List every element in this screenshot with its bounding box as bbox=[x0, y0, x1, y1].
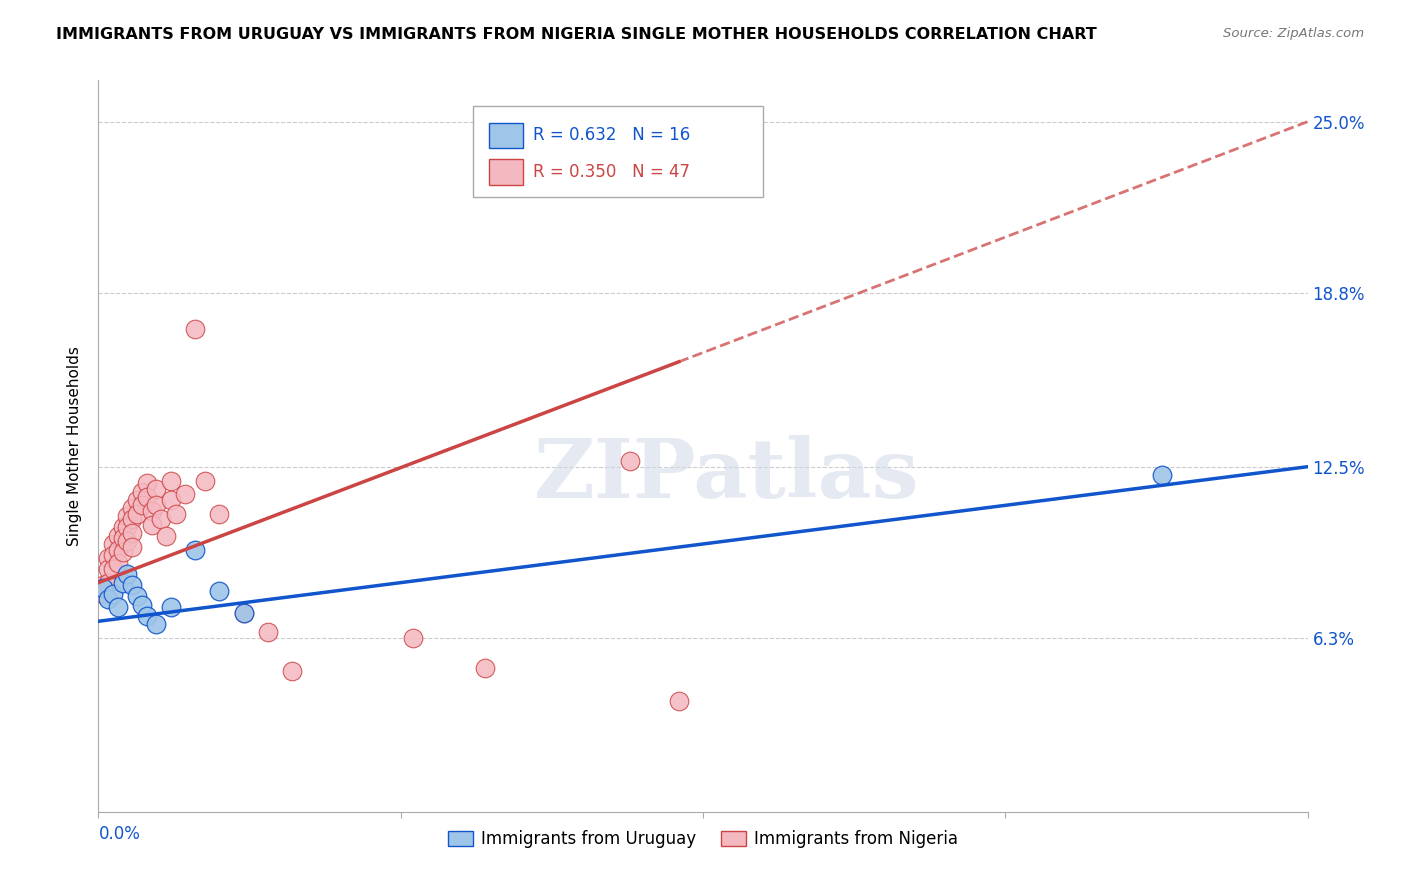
Point bbox=[107, 529, 129, 543]
Point bbox=[135, 490, 157, 504]
Point bbox=[111, 520, 134, 534]
FancyBboxPatch shape bbox=[489, 160, 523, 185]
Point bbox=[117, 509, 139, 524]
Point bbox=[135, 476, 157, 491]
Point bbox=[208, 507, 231, 521]
Point bbox=[141, 504, 163, 518]
Point bbox=[127, 507, 149, 521]
Point bbox=[145, 499, 167, 513]
Point bbox=[101, 587, 124, 601]
FancyBboxPatch shape bbox=[474, 106, 763, 197]
Point bbox=[97, 550, 120, 565]
Point bbox=[160, 492, 183, 507]
Point bbox=[121, 501, 143, 516]
Text: ZIPatlas: ZIPatlas bbox=[534, 435, 920, 516]
Point bbox=[184, 321, 207, 335]
Point bbox=[668, 694, 690, 708]
Point bbox=[131, 598, 153, 612]
Point bbox=[232, 606, 254, 620]
Point bbox=[150, 512, 173, 526]
Point bbox=[121, 512, 143, 526]
Point bbox=[111, 532, 134, 546]
Text: R = 0.350   N = 47: R = 0.350 N = 47 bbox=[533, 162, 689, 181]
FancyBboxPatch shape bbox=[489, 123, 523, 148]
Point bbox=[155, 529, 177, 543]
Point bbox=[1152, 467, 1174, 482]
Point bbox=[97, 592, 120, 607]
Point bbox=[121, 525, 143, 540]
Point bbox=[131, 484, 153, 499]
Point bbox=[127, 492, 149, 507]
Point bbox=[127, 590, 149, 604]
Point bbox=[117, 534, 139, 549]
Y-axis label: Single Mother Households: Single Mother Households bbox=[67, 346, 83, 546]
Point bbox=[91, 578, 114, 592]
Point bbox=[135, 608, 157, 623]
Point bbox=[121, 578, 143, 592]
Point bbox=[91, 581, 114, 595]
Point bbox=[97, 562, 120, 576]
Point bbox=[184, 542, 207, 557]
Point bbox=[91, 587, 114, 601]
Point bbox=[160, 474, 183, 488]
Point bbox=[145, 617, 167, 632]
Point bbox=[208, 583, 231, 598]
Point bbox=[474, 661, 496, 675]
Point bbox=[141, 517, 163, 532]
Point bbox=[101, 537, 124, 551]
Point bbox=[256, 625, 278, 640]
Text: Source: ZipAtlas.com: Source: ZipAtlas.com bbox=[1223, 27, 1364, 40]
Point bbox=[107, 542, 129, 557]
Point bbox=[174, 487, 197, 501]
Point bbox=[97, 575, 120, 590]
Point bbox=[101, 548, 124, 562]
Point bbox=[101, 562, 124, 576]
Point bbox=[194, 474, 217, 488]
Point bbox=[131, 499, 153, 513]
Point bbox=[160, 600, 183, 615]
Point bbox=[107, 557, 129, 571]
Point bbox=[117, 520, 139, 534]
Point bbox=[402, 631, 425, 645]
Point bbox=[117, 567, 139, 582]
Point bbox=[281, 664, 304, 678]
Point bbox=[121, 540, 143, 554]
Text: 0.0%: 0.0% bbox=[98, 825, 141, 843]
Point bbox=[232, 606, 254, 620]
Point bbox=[165, 507, 187, 521]
Text: IMMIGRANTS FROM URUGUAY VS IMMIGRANTS FROM NIGERIA SINGLE MOTHER HOUSEHOLDS CORR: IMMIGRANTS FROM URUGUAY VS IMMIGRANTS FR… bbox=[56, 27, 1097, 42]
Point bbox=[619, 454, 641, 468]
Text: R = 0.632   N = 16: R = 0.632 N = 16 bbox=[533, 126, 690, 145]
Point bbox=[111, 575, 134, 590]
Point bbox=[111, 545, 134, 559]
Point bbox=[145, 482, 167, 496]
Legend: Immigrants from Uruguay, Immigrants from Nigeria: Immigrants from Uruguay, Immigrants from… bbox=[441, 823, 965, 855]
Point bbox=[107, 600, 129, 615]
